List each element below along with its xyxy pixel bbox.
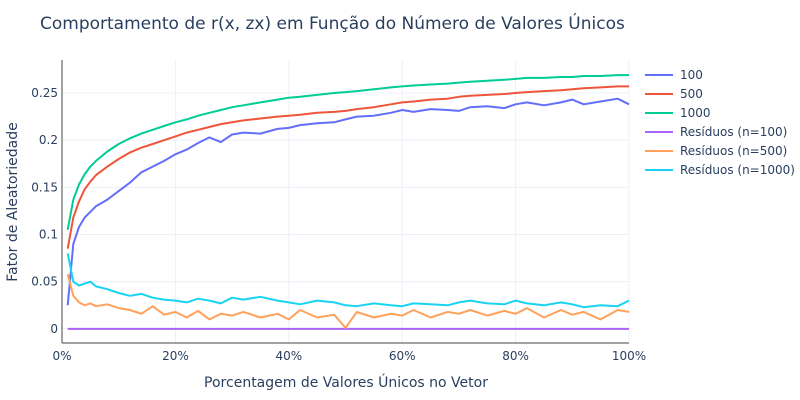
legend-item[interactable]: 1000 [645, 106, 711, 120]
x-tick-label: 60% [389, 349, 416, 363]
x-tick-label: 40% [275, 349, 302, 363]
series-line-4 [66, 273, 630, 329]
x-tick-labels: 0% 20% 40% 60% 80% 100% [52, 349, 646, 363]
x-axis-title: Porcentagem de Valores Únicos no Vetor [204, 373, 488, 391]
y-axis-title: Fator de Aleatoriedade [5, 122, 21, 282]
x-tick-label: 100% [612, 349, 646, 363]
series-line-5 [66, 253, 630, 309]
series-lines [66, 74, 630, 330]
legend: 100 500 1000 Resíduos (n=100) Resíduos (n=50… [645, 68, 795, 177]
legend-item[interactable]: Resíduos (n=500) [645, 144, 787, 158]
legend-label: Resíduos (n=100) [680, 125, 787, 139]
y-tick-label: 0.25 [31, 86, 58, 100]
x-tick-label: 80% [502, 349, 529, 363]
legend-item[interactable]: 500 [645, 87, 703, 101]
grid [61, 60, 630, 343]
legend-item[interactable]: Resíduos (n=1000) [645, 163, 795, 177]
y-tick-label: 0.1 [39, 228, 58, 242]
series-line-1 [66, 85, 629, 249]
legend-item[interactable]: 100 [645, 68, 703, 82]
series-line-2 [66, 74, 629, 230]
chart-title: Comportamento de r(x, zx) em Função do N… [40, 12, 625, 34]
legend-label: 500 [680, 87, 703, 101]
y-tick-labels: 0 0.05 0.1 0.15 0.2 0.25 [31, 86, 58, 336]
legend-label: 100 [680, 68, 703, 82]
y-tick-label: 0.2 [39, 133, 58, 147]
y-tick-label: 0.15 [31, 180, 58, 194]
axes [61, 60, 629, 344]
legend-item[interactable]: Resíduos (n=100) [645, 125, 787, 139]
legend-label: Resíduos (n=500) [680, 144, 787, 158]
y-tick-label: 0.05 [31, 275, 58, 289]
x-tick-label: 20% [162, 349, 189, 363]
legend-label: Resíduos (n=1000) [680, 163, 795, 177]
x-tick-label: 0% [52, 349, 71, 363]
series-line-0 [66, 97, 630, 306]
y-tick-label: 0 [50, 322, 58, 336]
legend-label: 1000 [680, 106, 711, 120]
